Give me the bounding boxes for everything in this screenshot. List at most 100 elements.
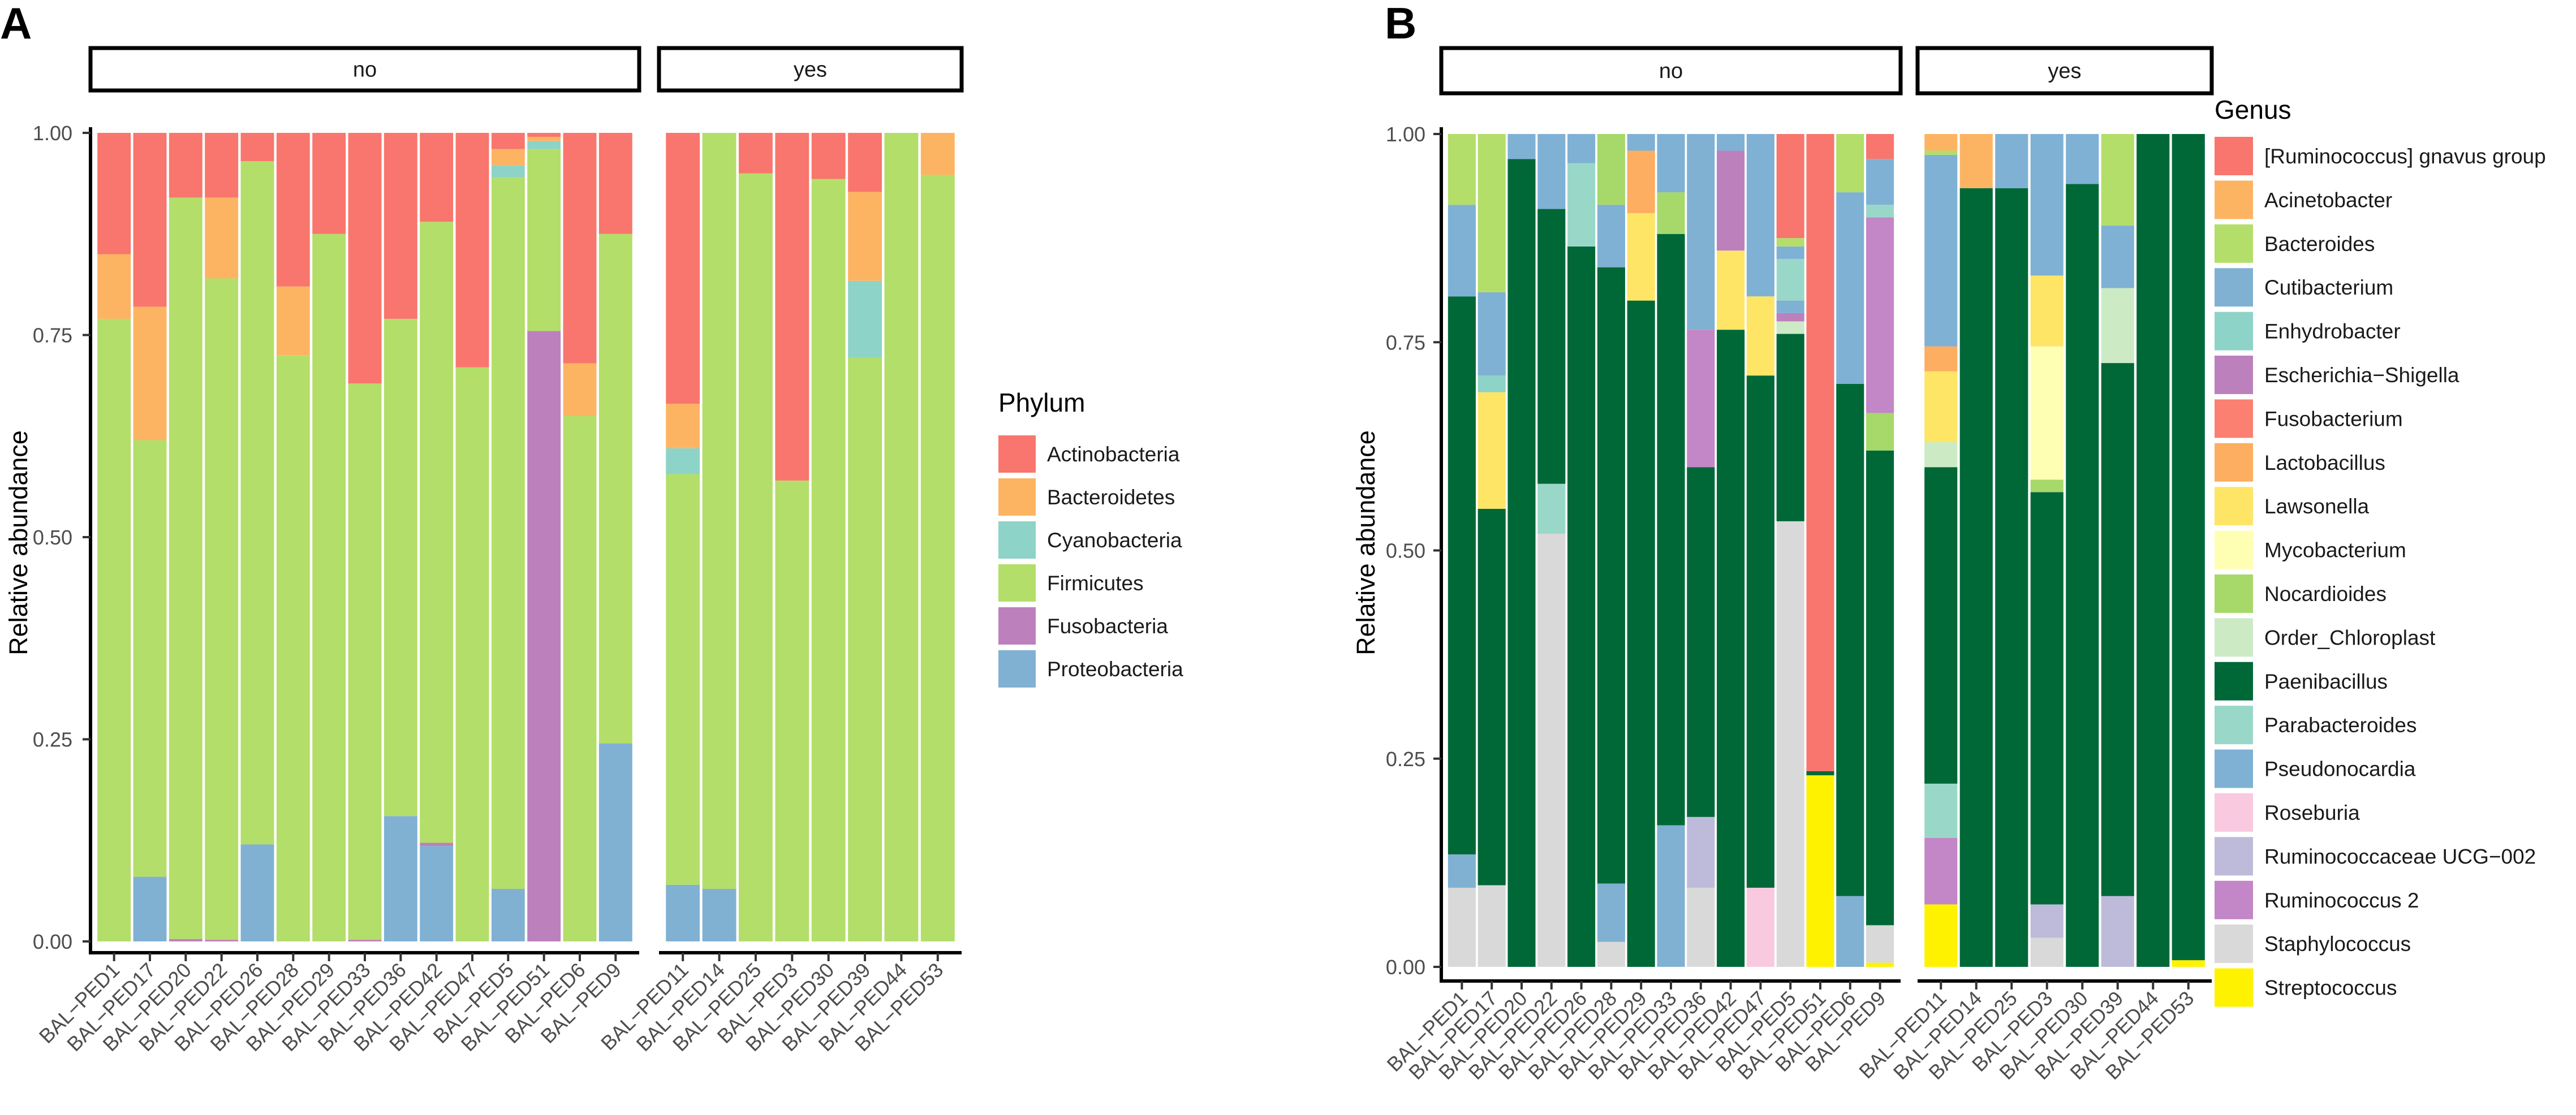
bar-segment — [1567, 134, 1596, 163]
bar-segment — [1477, 292, 1506, 376]
y-axis-title: Relative abundance — [1351, 430, 1380, 655]
bar-segment — [1597, 883, 1625, 942]
bar-segment — [1448, 888, 1476, 967]
bar-segment — [1448, 296, 1476, 855]
facet-strip — [1915, 46, 2214, 96]
y-tick-label: 1.00 — [1386, 123, 1425, 146]
y-tick-label: 0.50 — [33, 526, 72, 549]
bar-segment — [1537, 209, 1566, 484]
legend-key — [2215, 487, 2253, 526]
bar-segment — [1776, 334, 1804, 521]
bar-segment — [1959, 188, 1993, 967]
bar-segment — [2030, 479, 2064, 492]
bar-segment — [1866, 205, 1894, 218]
legend-label: Roseburia — [2264, 801, 2360, 824]
legend-key — [2215, 749, 2253, 788]
bar-segment — [666, 474, 700, 885]
bar-segment — [1448, 134, 1476, 205]
legend-key — [998, 435, 1036, 473]
bar-segment — [1746, 375, 1774, 888]
bar-segment — [97, 133, 131, 254]
bar-segment — [1448, 205, 1476, 297]
bar-segment — [884, 133, 919, 941]
legend-label: Ruminococcaceae UCG−002 — [2264, 845, 2536, 868]
bar-segment — [1806, 134, 1834, 771]
bar-segment — [1836, 383, 1864, 896]
legend-label: Acinetobacter — [2264, 188, 2392, 211]
bar-segment — [169, 197, 203, 939]
bar-segment — [1717, 250, 1745, 330]
facet-strip — [88, 46, 641, 93]
bar-segment — [1448, 854, 1476, 888]
bar-segment — [133, 133, 167, 307]
bar-segment — [205, 133, 239, 198]
bar-segment — [1567, 246, 1596, 967]
bar-segment — [1746, 134, 1774, 297]
bar-segment — [2101, 896, 2134, 967]
legend-key — [2215, 837, 2253, 876]
legend-key — [2215, 530, 2253, 569]
y-tick-label: 0.00 — [33, 930, 72, 953]
bar-segment — [1717, 134, 1745, 151]
bar-segment — [1746, 888, 1774, 967]
bar-segment — [1924, 783, 1958, 838]
bar-segment — [848, 192, 882, 281]
bar-segment — [1776, 238, 1804, 247]
bar-segment — [420, 133, 454, 222]
bar-segment — [1717, 150, 1745, 251]
bar-segment — [1687, 816, 1715, 888]
legend-key — [2215, 574, 2253, 613]
facet-label: yes — [794, 58, 827, 82]
y-tick-label: 0.25 — [33, 728, 72, 751]
legend-key — [998, 521, 1036, 559]
bar-segment — [2030, 904, 2064, 938]
bar-segment — [1866, 962, 1894, 967]
panel-letter: A — [0, 0, 32, 48]
legend-key — [2215, 968, 2253, 1007]
facet-label: yes — [2048, 59, 2081, 83]
bar-segment — [455, 133, 489, 368]
legend-label: Cutibacterium — [2264, 276, 2393, 299]
bar-segment — [1836, 134, 1864, 193]
bar-segment — [2136, 134, 2170, 967]
bar-segment — [775, 480, 809, 941]
legend-key — [2215, 618, 2253, 657]
bar-segment — [276, 355, 310, 941]
panel-letter: B — [1385, 0, 1416, 48]
bar-segment — [491, 149, 525, 166]
bar-segment — [2101, 363, 2134, 896]
bar-segment — [1687, 330, 1715, 468]
legend-key — [2215, 399, 2253, 438]
bar-segment — [133, 306, 167, 440]
bar-segment — [312, 133, 346, 234]
bar-segment — [1924, 134, 1958, 151]
legend-key — [2215, 662, 2253, 701]
bar-segment — [1746, 296, 1774, 376]
bar-segment — [598, 133, 632, 234]
bar-segment — [563, 416, 597, 941]
bar-segment — [1995, 188, 2028, 967]
facet-strip — [1439, 46, 1903, 96]
legend-label: Order_Chloroplast — [2264, 626, 2436, 649]
bar-segment — [491, 177, 525, 889]
bar-segment — [169, 133, 203, 198]
legend-key — [2215, 880, 2253, 919]
bar-segment — [1866, 159, 1894, 205]
bar-segment — [1924, 904, 1958, 967]
facet-label: no — [353, 58, 377, 82]
bar-segment — [920, 175, 955, 941]
bar-segment — [276, 133, 310, 287]
bar-segment — [598, 743, 632, 941]
bar-segment — [1597, 134, 1625, 205]
bar-segment — [527, 331, 561, 941]
bar-segment — [2030, 134, 2064, 276]
bar-segment — [848, 133, 882, 192]
y-tick-label: 0.00 — [1386, 956, 1425, 979]
bar-segment — [1477, 508, 1506, 885]
legend-key — [2215, 793, 2253, 832]
bar-segment — [1657, 134, 1685, 193]
bar-segment — [133, 440, 167, 877]
legend-title: Phylum — [998, 388, 1085, 417]
legend-label: Cyanobacteria — [1047, 529, 1182, 552]
bar-segment — [2030, 492, 2064, 905]
